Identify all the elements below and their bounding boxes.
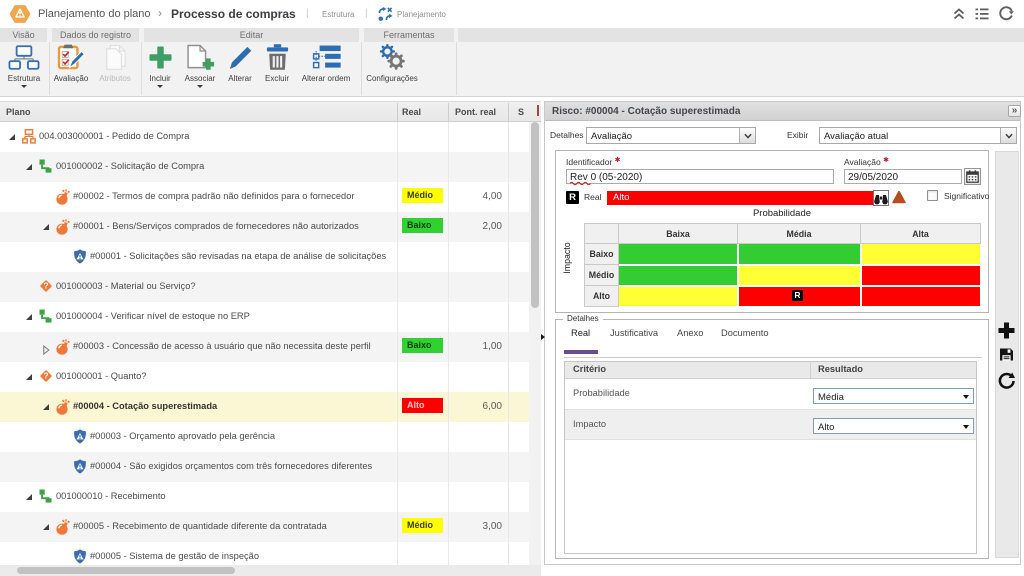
svg-text:?: ? — [43, 371, 48, 381]
svg-text:?: ? — [43, 281, 48, 291]
